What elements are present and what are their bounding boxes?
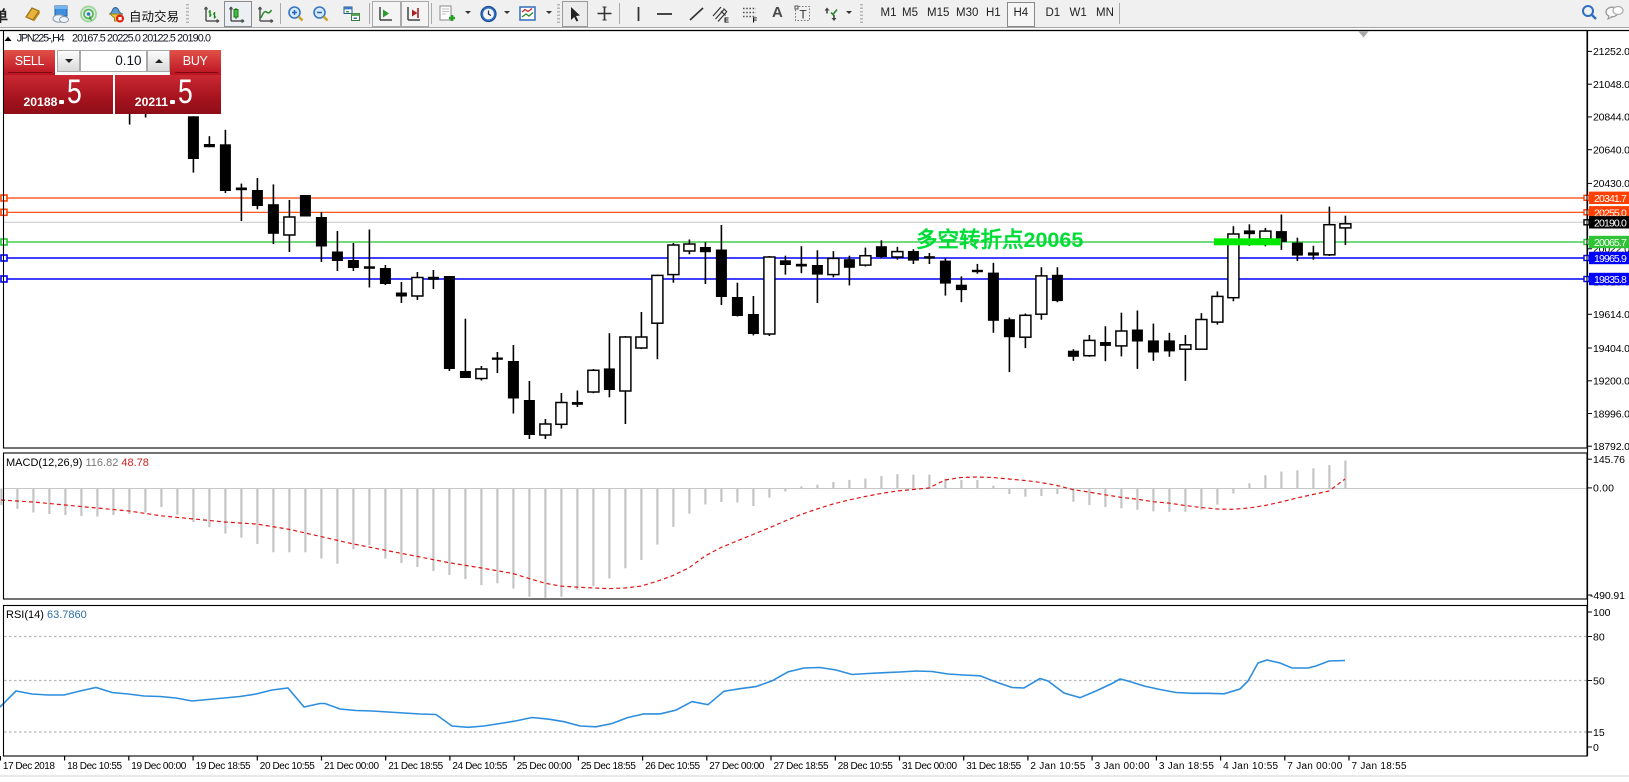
svg-text:2 Jan 10:55: 2 Jan 10:55: [1030, 761, 1085, 772]
svg-text:20640.0: 20640.0: [1593, 145, 1629, 157]
svg-text:145.76: 145.76: [1593, 454, 1625, 466]
svg-text:19 Dec 00:00: 19 Dec 00:00: [131, 761, 186, 772]
svg-text:JPN225-,H4: JPN225-,H4: [17, 33, 65, 45]
svg-text:4 Jan 10:55: 4 Jan 10:55: [1223, 761, 1278, 772]
svg-text:E: E: [724, 16, 729, 24]
svg-text:18996.0: 18996.0: [1593, 408, 1629, 420]
svg-text:19614.0: 19614.0: [1593, 309, 1629, 321]
svg-text:28 Dec 10:55: 28 Dec 10:55: [838, 761, 893, 772]
svg-text:T: T: [799, 8, 807, 22]
svg-text:19404.0: 19404.0: [1593, 343, 1629, 355]
svg-text:31 Dec 00:00: 31 Dec 00:00: [902, 761, 957, 772]
svg-text:15: 15: [1593, 727, 1605, 739]
svg-text:21048.0: 21048.0: [1593, 79, 1629, 91]
svg-text:20430.0: 20430.0: [1593, 178, 1629, 190]
svg-text:27 Dec 00:00: 27 Dec 00:00: [709, 761, 764, 772]
svg-text:100: 100: [1593, 607, 1611, 619]
svg-text:21252.0: 21252.0: [1593, 46, 1629, 58]
svg-text:3 Jan 00:00: 3 Jan 00:00: [1095, 761, 1150, 772]
svg-text:3 Jan 18:55: 3 Jan 18:55: [1159, 761, 1214, 772]
svg-text:18792.0: 18792.0: [1593, 441, 1629, 453]
svg-text:21 Dec 00:00: 21 Dec 00:00: [324, 761, 379, 772]
svg-text:多空转折点20065: 多空转折点20065: [916, 227, 1083, 252]
svg-text:17 Dec 2018: 17 Dec 2018: [3, 761, 55, 772]
svg-text:7 Jan 18:55: 7 Jan 18:55: [1352, 761, 1407, 772]
svg-text:20341.7: 20341.7: [1594, 193, 1627, 205]
svg-text:20844.0: 20844.0: [1593, 112, 1629, 124]
svg-text:80: 80: [1593, 631, 1605, 643]
svg-text:19835.8: 19835.8: [1594, 274, 1627, 286]
svg-text:20190.0: 20190.0: [1594, 217, 1627, 229]
svg-text:19 Dec 18:55: 19 Dec 18:55: [196, 761, 251, 772]
svg-text:25 Dec 18:55: 25 Dec 18:55: [581, 761, 636, 772]
svg-text:7 Jan 00:00: 7 Jan 00:00: [1287, 761, 1342, 772]
svg-text:24 Dec 10:55: 24 Dec 10:55: [452, 761, 507, 772]
svg-text:MACD(12,26,9) 116.82 48.78: MACD(12,26,9) 116.82 48.78: [6, 457, 149, 469]
svg-text:19965.9: 19965.9: [1594, 253, 1627, 265]
svg-text:27 Dec 18:55: 27 Dec 18:55: [774, 761, 829, 772]
svg-text:20 Dec 10:55: 20 Dec 10:55: [260, 761, 315, 772]
svg-text:0: 0: [1593, 742, 1599, 754]
svg-text:20167.5 20225.0 20122.5 20190.: 20167.5 20225.0 20122.5 20190.0: [72, 33, 211, 45]
svg-text:31 Dec 18:55: 31 Dec 18:55: [966, 761, 1021, 772]
svg-text:20065.7: 20065.7: [1594, 237, 1627, 249]
svg-text:RSI(14) 63.7860: RSI(14) 63.7860: [6, 609, 87, 621]
svg-text:18 Dec 10:55: 18 Dec 10:55: [67, 761, 122, 772]
svg-text:25 Dec 00:00: 25 Dec 00:00: [517, 761, 572, 772]
svg-text:0.00: 0.00: [1593, 483, 1614, 495]
svg-text:-490.91: -490.91: [1590, 590, 1625, 602]
svg-text:21 Dec 18:55: 21 Dec 18:55: [388, 761, 443, 772]
svg-text:19200.0: 19200.0: [1593, 376, 1629, 388]
svg-text:F: F: [753, 16, 758, 24]
svg-text:26 Dec 10:55: 26 Dec 10:55: [645, 761, 700, 772]
svg-text:50: 50: [1593, 675, 1605, 687]
